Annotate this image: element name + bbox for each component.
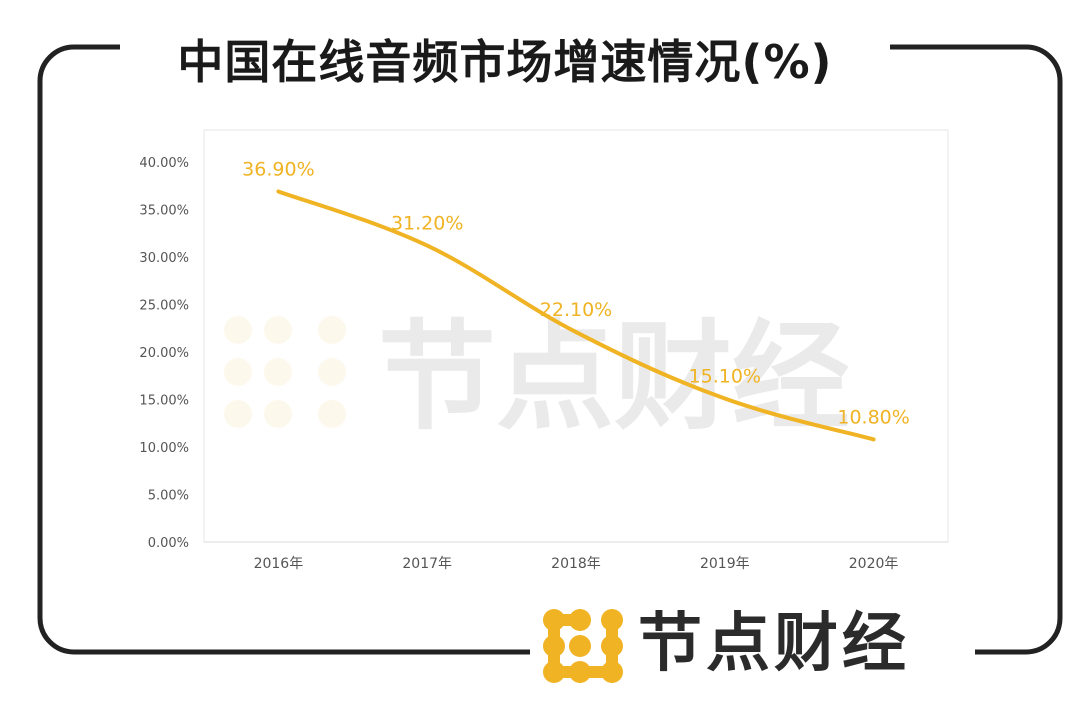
series-line xyxy=(276,189,876,442)
y-tick-label: 35.00% xyxy=(139,204,189,219)
footer-logo: 节点财经 xyxy=(530,596,975,692)
x-tick-label: 2019年 xyxy=(700,556,750,572)
y-tick-label: 15.00% xyxy=(139,394,189,409)
data-label: 10.80% xyxy=(837,406,909,428)
data-label: 36.90% xyxy=(242,158,314,180)
y-tick-label: 0.00% xyxy=(148,536,189,551)
x-tick-label: 2018年 xyxy=(551,556,601,572)
watermark-logo-icon xyxy=(224,316,346,428)
x-tick-label: 2016年 xyxy=(254,556,304,572)
y-tick-label: 20.00% xyxy=(139,346,189,361)
watermark: 节点财经 xyxy=(224,308,850,446)
y-tick-label: 25.00% xyxy=(139,299,189,314)
watermark-text: 节点财经 xyxy=(378,308,850,446)
x-tick-label: 2017年 xyxy=(402,556,452,572)
chart-title: 中国在线音频市场增速情况(%) xyxy=(120,26,890,98)
plot-area xyxy=(203,129,949,543)
x-axis-ticks: 2016年 2017年 2018年 2019年 2020年 xyxy=(254,556,899,572)
footer-brand-name: 节点财经 xyxy=(638,607,910,681)
y-axis-ticks: 0.00% 5.00% 10.00% 15.00% 20.00% 25.00% 30.00%… xyxy=(139,156,189,551)
y-tick-label: 30.00% xyxy=(139,251,189,266)
data-labels: 36.90% 31.20% 22.10% 15.10% 10.80% xyxy=(242,158,910,428)
x-tick-label: 2020年 xyxy=(849,556,899,572)
y-tick-label: 5.00% xyxy=(148,489,189,504)
data-label: 15.10% xyxy=(689,366,761,388)
node-logo-icon xyxy=(543,609,623,683)
y-tick-label: 40.00% xyxy=(139,156,189,171)
data-label: 22.10% xyxy=(540,299,612,321)
data-label: 31.20% xyxy=(391,213,463,235)
y-tick-label: 10.00% xyxy=(139,441,189,456)
